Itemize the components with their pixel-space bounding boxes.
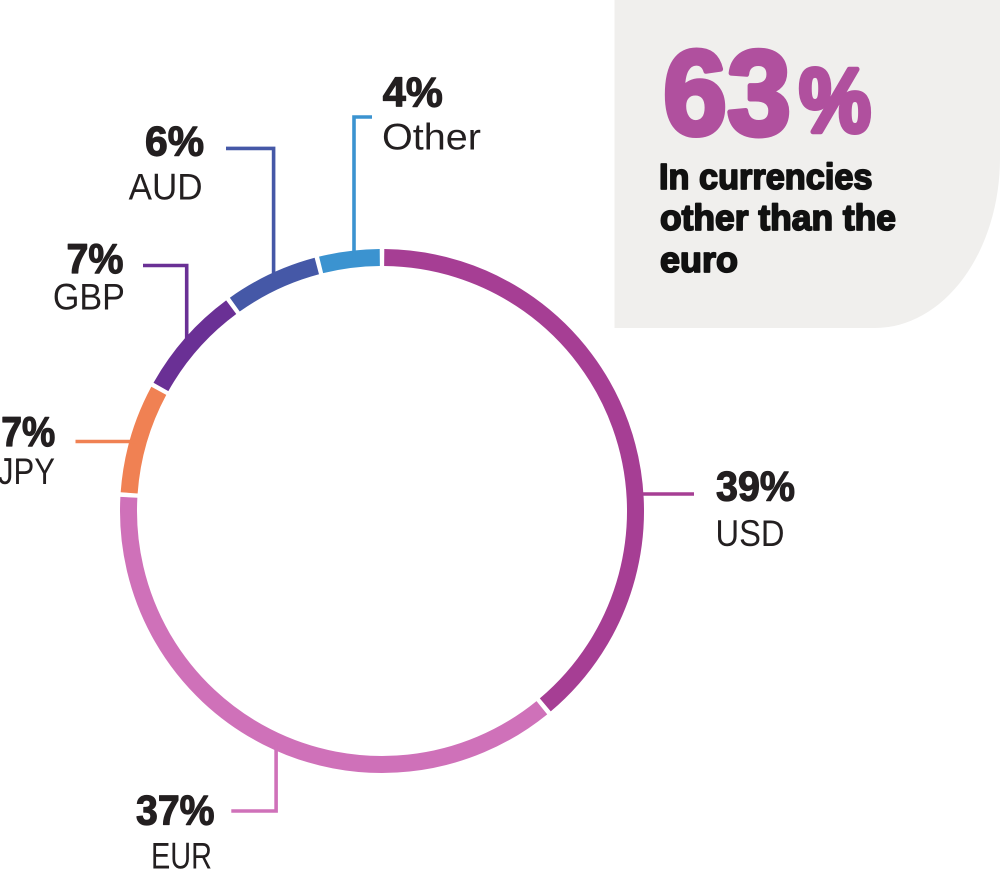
svg-text:USD: USD xyxy=(716,513,785,554)
svg-text:euro: euro xyxy=(660,239,738,280)
svg-text:%: % xyxy=(799,51,871,152)
svg-text:37%: 37% xyxy=(136,787,215,834)
svg-text:AUD: AUD xyxy=(129,167,203,208)
svg-text:39%: 39% xyxy=(716,463,795,510)
svg-text:EUR: EUR xyxy=(151,835,212,874)
svg-text:7%: 7% xyxy=(1,408,55,455)
svg-text:Other: Other xyxy=(382,116,481,157)
svg-text:63: 63 xyxy=(663,25,791,161)
svg-text:GBP: GBP xyxy=(53,277,125,318)
svg-text:JPY: JPY xyxy=(0,451,55,492)
svg-text:other than the: other than the xyxy=(660,197,896,238)
svg-text:In currencies: In currencies xyxy=(659,156,873,197)
svg-text:4%: 4% xyxy=(383,69,443,116)
svg-text:7%: 7% xyxy=(67,235,124,282)
svg-text:6%: 6% xyxy=(145,117,204,164)
